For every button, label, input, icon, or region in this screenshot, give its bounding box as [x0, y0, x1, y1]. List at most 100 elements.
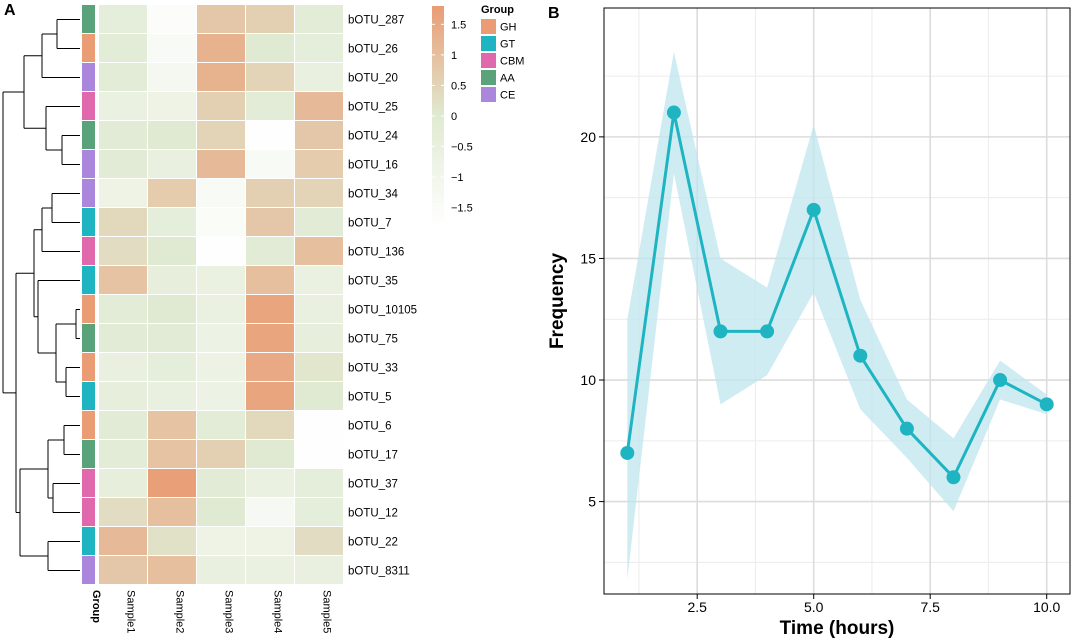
heatmap-cell	[197, 382, 245, 410]
data-point	[666, 105, 681, 120]
heatmap-cell	[246, 469, 294, 497]
legend-swatch	[481, 87, 496, 102]
row-label: bOTU_17	[348, 450, 398, 462]
heatmap-cell	[148, 324, 196, 352]
heatmap-cell	[197, 121, 245, 149]
legend-label: CE	[500, 90, 515, 102]
heatmap-cell	[295, 353, 343, 381]
series-line	[625, 111, 1048, 479]
heatmap-cell	[197, 498, 245, 526]
heatmap-cell	[148, 121, 196, 149]
heatmap-chart: bOTU_287 bOTU_26 bOTU_20 bOTU_25 bOTU_24 bOTU…	[2, 4, 524, 633]
heatmap-cell	[148, 266, 196, 294]
heatmap-cell	[246, 411, 294, 439]
row-label: bOTU_6	[348, 421, 391, 433]
row-label: bOTU_7	[348, 218, 391, 230]
heatmap-cell	[148, 353, 196, 381]
group-color-cell	[82, 295, 95, 323]
legend-swatch	[481, 70, 496, 85]
heatmap-cell	[99, 208, 147, 236]
color-bar-tick-label: −1.5	[451, 203, 473, 215]
data-point	[946, 470, 961, 485]
heatmap-cell	[99, 179, 147, 207]
row-label: bOTU_8311	[348, 566, 410, 578]
heatmap-cell	[295, 382, 343, 410]
heatmap-cell	[197, 179, 245, 207]
heatmap-cell	[246, 34, 294, 62]
heatmap-cell	[99, 440, 147, 468]
heatmap-cell	[295, 63, 343, 91]
heatmap-cell	[99, 498, 147, 526]
y-tick-label: 5	[588, 494, 596, 510]
row-label: bOTU_35	[348, 276, 398, 288]
legend-title: Group	[481, 4, 514, 16]
heatmap-cell	[148, 440, 196, 468]
heatmap-cell	[197, 353, 245, 381]
legend-swatch	[481, 36, 496, 51]
group-color-cell	[82, 5, 95, 33]
heatmap-cell	[295, 266, 343, 294]
confidence-band	[627, 51, 1047, 580]
row-label: bOTU_33	[348, 363, 398, 375]
color-bar-tick-label: 1	[451, 50, 457, 62]
heatmap-cell	[246, 237, 294, 265]
panel-label-b: B	[548, 5, 560, 22]
line-chart: 2.5 5.0 7.5 10.0 5 10 15 20 Time (hours) Frequenc…	[547, 7, 1071, 639]
heatmap-cell	[99, 556, 147, 584]
row-label: bOTU_20	[348, 73, 398, 85]
color-bar-tick-label: 0.5	[451, 80, 466, 92]
heatmap-cell	[246, 527, 294, 555]
heatmap-cell	[197, 266, 245, 294]
group-color-cell	[82, 179, 95, 207]
heatmap-cell	[197, 150, 245, 178]
row-label: bOTU_16	[348, 160, 398, 172]
heatmap-cell	[197, 237, 245, 265]
heatmap-cell	[148, 382, 196, 410]
heatmap-cell	[99, 266, 147, 294]
heatmap-cell	[148, 179, 196, 207]
heatmap-cell	[246, 556, 294, 584]
heatmap-cell	[197, 469, 245, 497]
heatmap-cell	[99, 527, 147, 555]
group-color-cell	[82, 353, 95, 381]
column-label: Sample3	[223, 590, 235, 633]
column-label: Sample2	[174, 590, 186, 633]
group-color-cell	[82, 556, 95, 584]
heatmap-cell	[197, 5, 245, 33]
legend-label: GT	[500, 39, 516, 51]
legend-swatch	[481, 53, 496, 68]
heatmap-cell	[99, 34, 147, 62]
x-tick-label: 2.5	[687, 599, 707, 615]
heatmap-cell	[246, 92, 294, 120]
color-bar-tick-label: 0	[451, 111, 457, 123]
column-label: Sample1	[125, 590, 137, 633]
heatmap-cell	[197, 295, 245, 323]
data-point	[899, 421, 914, 436]
data-point	[760, 324, 775, 339]
heatmap-cell	[99, 237, 147, 265]
heatmap-cell	[148, 63, 196, 91]
heatmap-cell	[148, 5, 196, 33]
heatmap-cell	[197, 440, 245, 468]
heatmap-cell	[148, 295, 196, 323]
legend-label: GH	[500, 22, 517, 34]
legend-label: AA	[500, 73, 515, 85]
row-label: bOTU_287	[348, 15, 404, 27]
heatmap-cell	[295, 150, 343, 178]
group-color-cell	[82, 92, 95, 120]
heatmap-cell	[295, 498, 343, 526]
heatmap-cell	[197, 92, 245, 120]
heatmap-cell	[197, 208, 245, 236]
group-color-cell	[82, 498, 95, 526]
heatmap-cell	[295, 208, 343, 236]
row-label: bOTU_37	[348, 479, 398, 491]
row-label: bOTU_12	[348, 508, 398, 520]
data-point	[806, 202, 821, 217]
heatmap-cell	[148, 556, 196, 584]
heatmap-cell	[246, 5, 294, 33]
heatmap-cell	[295, 237, 343, 265]
group-color-cell	[82, 150, 95, 178]
heatmap-cell	[99, 63, 147, 91]
heatmap-cell	[197, 34, 245, 62]
heatmap-cell	[148, 527, 196, 555]
